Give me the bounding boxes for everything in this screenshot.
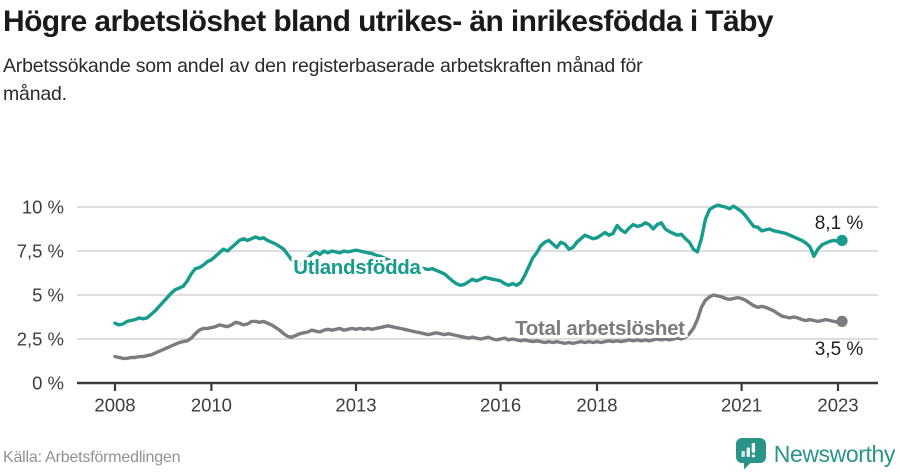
series-line-utlandsfodda (113, 203, 844, 327)
series-end-dot-total (836, 315, 848, 327)
x-axis-tick-label: 2016 (480, 395, 521, 416)
brand-name: Newsworthy (773, 440, 896, 467)
x-axis-tick-label: 2010 (191, 395, 232, 416)
x-axis-tick-label: 2018 (576, 395, 617, 416)
series-end-dot-utlandsfodda (836, 234, 848, 247)
chart-subtitle: Arbetssökande som andel av den registerb… (3, 55, 643, 106)
series-label-utlandsfodda: Utlandsfödda (293, 256, 421, 279)
chart-header: Högre arbetslöshet bland utrikes- än inr… (3, 4, 890, 109)
y-axis-tick-label: 5 % (32, 285, 64, 306)
series-end-value-label: 3,5 % (815, 339, 864, 360)
source-note: Källa: Arbetsförmedlingen (3, 449, 181, 466)
y-axis-tick-label: 0 % (32, 373, 64, 394)
y-axis-tick-label: 2,5 % (17, 329, 64, 350)
page-title: Högre arbetslöshet bland utrikes- än inr… (3, 5, 774, 38)
x-axis-tick-label: 2023 (817, 395, 858, 416)
series-end-value-label: 8,1 % (815, 213, 864, 234)
x-axis-tick-label: 2013 (335, 395, 376, 416)
bar-chart-badge-icon (735, 438, 766, 470)
x-axis-tick-label: 2021 (721, 395, 762, 416)
y-axis-tick-label: 7,5 % (17, 241, 64, 262)
series-line-total (113, 293, 844, 361)
y-axis-tick-label: 10 % (22, 197, 64, 218)
x-axis-tick-label: 2008 (94, 395, 135, 416)
newsworthy-logo: Newsworthy (735, 437, 895, 471)
series-label-total: Total arbetslöshet (515, 317, 685, 340)
